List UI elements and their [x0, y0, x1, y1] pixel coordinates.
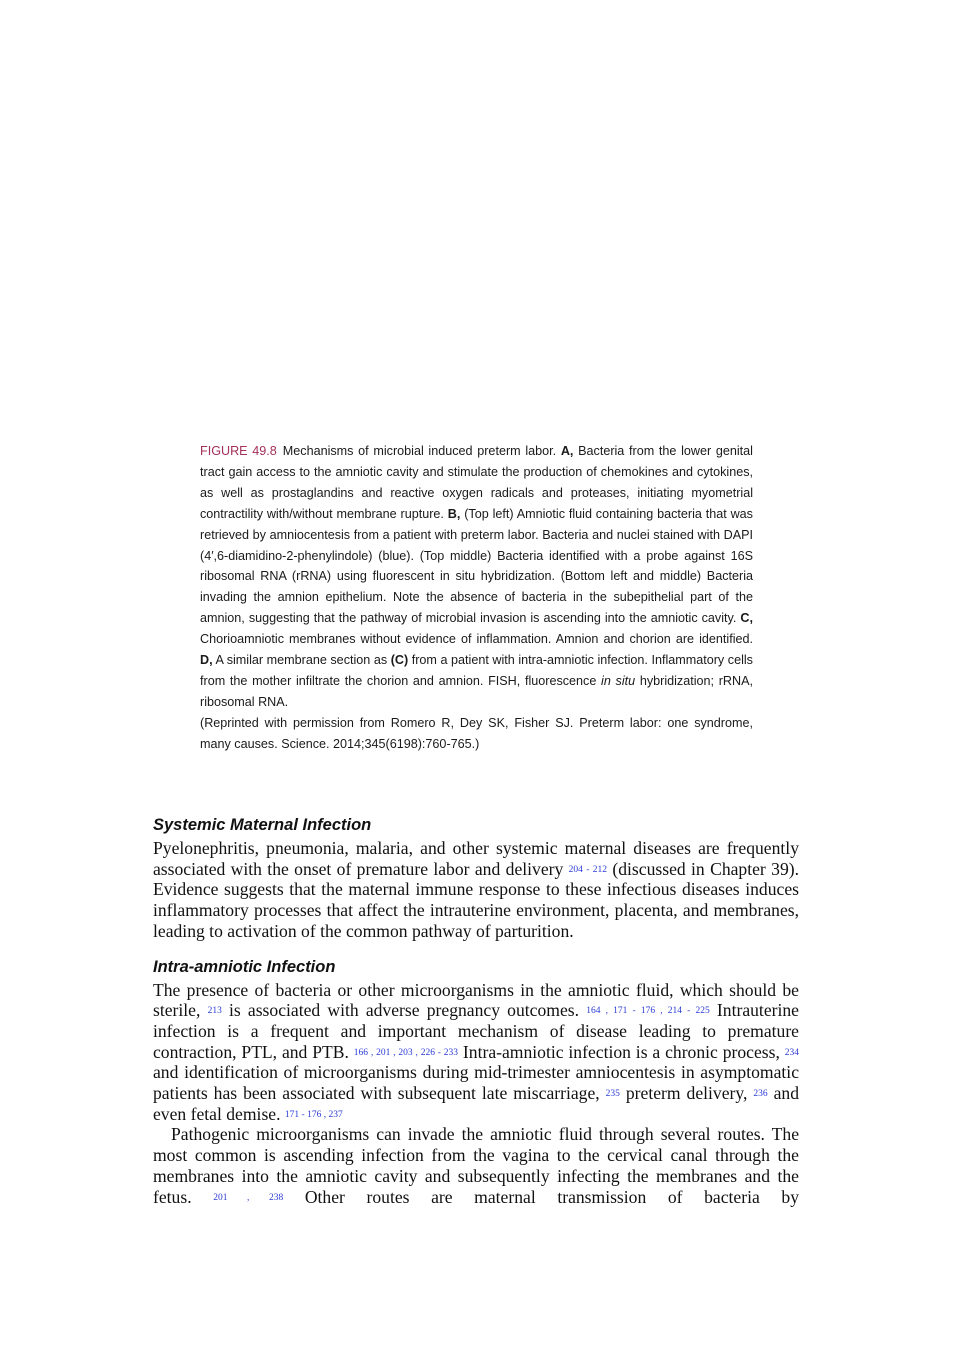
- text-run: Bacteria from the lower genital tract ga…: [200, 444, 753, 521]
- caption-text: FIGURE 49.8 Mechanisms of microbial induc…: [200, 441, 753, 713]
- text-run: B,: [447, 506, 461, 521]
- text-run: Chorioamniotic membranes without evidenc…: [200, 632, 753, 647]
- citation: 236: [753, 1089, 768, 1100]
- text-run: Other routes are maternal transmission o…: [283, 1186, 799, 1207]
- text-run: in situ: [601, 673, 636, 688]
- paragraph: Pathogenic microorganisms can invade the…: [153, 1124, 799, 1207]
- text-run: (discussed in Chapter 39). Evidence sugg…: [153, 858, 799, 941]
- text-run: Intrauterine infection is a frequent and…: [153, 1000, 799, 1062]
- text-run: D,: [200, 653, 213, 668]
- text-run: Mechanisms of microbial induced preterm …: [282, 444, 561, 458]
- paragraph: Pyelonephritis, pneumonia, malaria, and …: [153, 838, 799, 942]
- body-text: Systemic Maternal Infection Pyelonephriti…: [153, 814, 799, 1221]
- citation: 164 , 171 - 176 , 214 - 225: [586, 1006, 710, 1017]
- section-heading: Intra-amniotic Infection: [153, 957, 336, 976]
- citation: 201 , 238: [213, 1192, 284, 1203]
- text-run: FIGURE 49.8: [200, 444, 277, 458]
- text-run: The presence of bacteria or other microo…: [153, 979, 799, 1021]
- figure-caption: FIGURE 49.8 Mechanisms of microbial induc…: [200, 441, 753, 755]
- citation: 213: [207, 1006, 222, 1017]
- text-run: hybridization; rRNA, ribosomal RNA.: [200, 673, 753, 709]
- text-run: is associated with adverse pregnancy out…: [221, 1000, 587, 1021]
- citation: 234: [784, 1047, 799, 1058]
- text-run: Intra-amniotic infection is a chronic pr…: [458, 1041, 785, 1062]
- text-run: from a patient with intra-amniotic infec…: [200, 653, 753, 688]
- text-run: Pyelonephritis, pneumonia, malaria, and …: [153, 838, 799, 879]
- section: Intra-amniotic Infection The presence of …: [153, 956, 799, 1208]
- citation: 204 - 212: [568, 864, 608, 875]
- paragraph: The presence of bacteria or other microo…: [153, 980, 799, 1125]
- text-run: preterm delivery,: [619, 1083, 754, 1104]
- text-run: A,: [560, 444, 574, 458]
- text-run: and even fetal demise.: [153, 1083, 799, 1124]
- text-run: and identification of microorganisms dur…: [153, 1062, 799, 1104]
- text-run: A similar membrane section as: [212, 653, 391, 668]
- citation: 171 - 176 , 237: [284, 1109, 343, 1120]
- text-run: (C): [390, 653, 409, 668]
- text-run: Pathogenic microorganisms can invade the…: [153, 1124, 799, 1207]
- citation: 166 , 201 , 203 , 226 - 233: [353, 1047, 459, 1058]
- caption-credit: (Reprinted with permission from Romero R…: [200, 715, 753, 751]
- text-run: C,: [740, 611, 753, 626]
- section-heading: Systemic Maternal Infection: [153, 816, 372, 834]
- text-run: (Top left) Amniotic fluid containing bac…: [200, 506, 753, 626]
- citation: 235: [605, 1089, 620, 1100]
- section: Systemic Maternal Infection Pyelonephriti…: [153, 814, 799, 942]
